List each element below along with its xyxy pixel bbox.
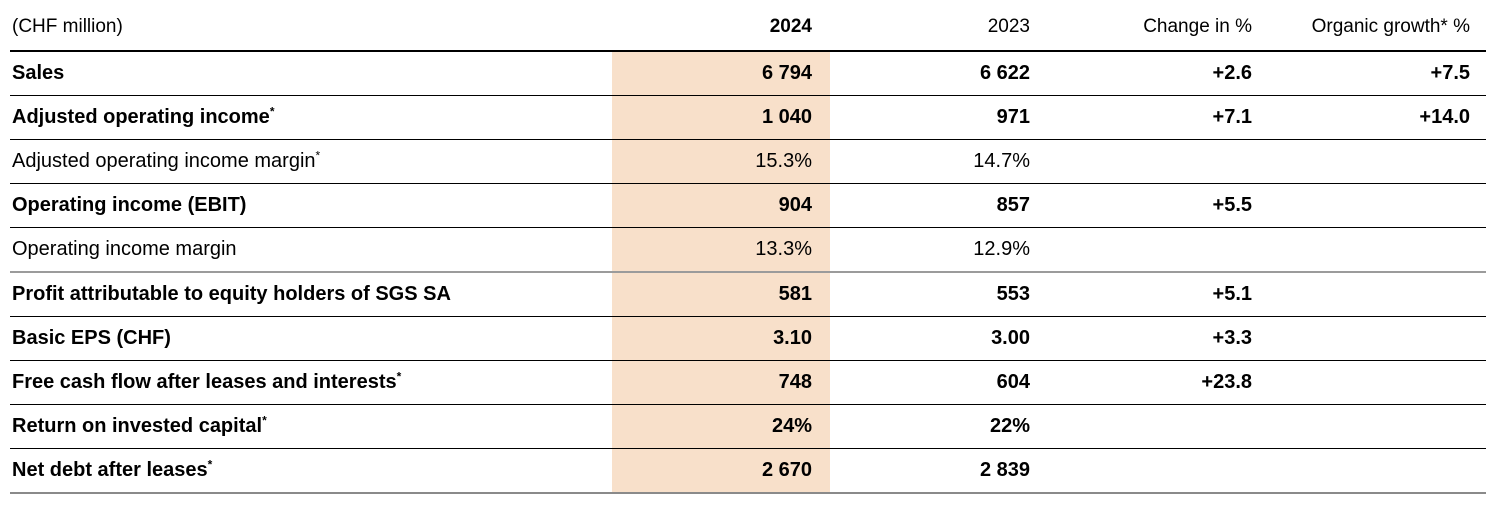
cell-organic-growth [1268,183,1486,228]
table-row: Free cash flow after leases and interest… [10,360,1486,405]
row-label-text: Adjusted operating income margin [12,150,316,172]
row-label: Adjusted operating income* [10,95,612,140]
cell-organic-growth [1268,404,1486,449]
row-label-asterisk: * [262,413,267,428]
cell-2023: 12.9% [830,227,1046,273]
row-label-asterisk: * [207,457,213,472]
table-row: Sales 6 794 6 622 +2.6 +7.5 [10,51,1486,96]
row-label-asterisk: * [315,148,321,163]
cell-organic-growth [1268,448,1486,494]
cell-2023: 604 [830,360,1046,405]
cell-2023: 6 622 [830,51,1046,96]
row-label: Free cash flow after leases and interest… [10,360,612,405]
cell-2023: 857 [830,183,1046,228]
table-row: Net debt after leases* 2 670 2 839 [10,448,1486,494]
cell-2024: 6 794 [612,51,830,96]
cell-organic-growth [1268,316,1486,361]
row-label-text: Free cash flow after leases and interest… [12,371,397,393]
row-label-text: Net debt after leases [12,459,208,481]
column-header-change: Change in % [1046,0,1268,52]
row-label-asterisk: * [396,369,402,384]
row-label: Return on invested capital* [10,404,612,449]
table-row: Adjusted operating income margin* 15.3% … [10,139,1486,184]
row-label-text: Profit attributable to equity holders of… [12,283,451,305]
column-header-2023: 2023 [830,0,1046,52]
cell-organic-growth: +14.0 [1268,95,1486,140]
cell-2024: 15.3% [612,139,830,184]
cell-change [1046,139,1268,184]
cell-change: +3.3 [1046,316,1268,361]
row-label-text: Operating income margin [12,238,237,260]
cell-2024: 13.3% [612,227,830,273]
cell-2023: 2 839 [830,448,1046,494]
table-row: Operating income (EBIT) 904 857 +5.5 [10,183,1486,228]
unit-label: (CHF million) [10,0,612,52]
cell-2024: 904 [612,183,830,228]
financial-highlights-table-wrap: (CHF million) 2024 2023 Change in % Orga… [10,0,1486,494]
cell-2023: 14.7% [830,139,1046,184]
cell-2024: 24% [612,404,830,449]
cell-2023: 971 [830,95,1046,140]
row-label-text: Sales [12,62,65,84]
cell-organic-growth [1268,139,1486,184]
cell-2023: 553 [830,272,1046,317]
row-label-asterisk: * [269,104,275,119]
cell-change: +2.6 [1046,51,1268,96]
cell-organic-growth: +7.5 [1268,51,1486,96]
financial-highlights-table: (CHF million) 2024 2023 Change in % Orga… [10,0,1486,494]
column-header-2024: 2024 [612,0,830,52]
row-label-text: Basic EPS (CHF) [12,327,171,349]
row-label-text: Return on invested capital [12,415,263,437]
cell-2023: 22% [830,404,1046,449]
row-label: Sales [10,51,612,96]
cell-2023: 3.00 [830,316,1046,361]
row-label: Operating income (EBIT) [10,183,612,228]
cell-2024: 581 [612,272,830,317]
cell-change [1046,227,1268,273]
cell-change [1046,404,1268,449]
cell-2024: 2 670 [612,448,830,494]
table-row: Operating income margin 13.3% 12.9% [10,227,1486,273]
cell-organic-growth [1268,227,1486,273]
header-row: (CHF million) 2024 2023 Change in % Orga… [10,0,1486,52]
row-label: Adjusted operating income margin* [10,139,612,184]
cell-change: +23.8 [1046,360,1268,405]
cell-change: +7.1 [1046,95,1268,140]
cell-change [1046,448,1268,494]
table-row: Return on invested capital* 24% 22% [10,404,1486,449]
row-label: Profit attributable to equity holders of… [10,272,612,317]
cell-change: +5.5 [1046,183,1268,228]
table-header: (CHF million) 2024 2023 Change in % Orga… [10,0,1486,52]
table-body: Sales 6 794 6 622 +2.6 +7.5 Adjusted ope… [10,51,1486,494]
cell-change: +5.1 [1046,272,1268,317]
table-row: Adjusted operating income* 1 040 971 +7.… [10,95,1486,140]
row-label-text: Adjusted operating income [12,106,270,128]
cell-2024: 1 040 [612,95,830,140]
cell-organic-growth [1268,360,1486,405]
row-label: Basic EPS (CHF) [10,316,612,361]
row-label-text: Operating income (EBIT) [12,194,247,216]
cell-organic-growth [1268,272,1486,317]
row-label: Operating income margin [10,227,612,273]
table-row: Basic EPS (CHF) 3.10 3.00 +3.3 [10,316,1486,361]
cell-2024: 3.10 [612,316,830,361]
cell-2024: 748 [612,360,830,405]
column-header-organic-growth: Organic growth* % [1268,0,1486,52]
row-label: Net debt after leases* [10,448,612,494]
table-row: Profit attributable to equity holders of… [10,272,1486,317]
